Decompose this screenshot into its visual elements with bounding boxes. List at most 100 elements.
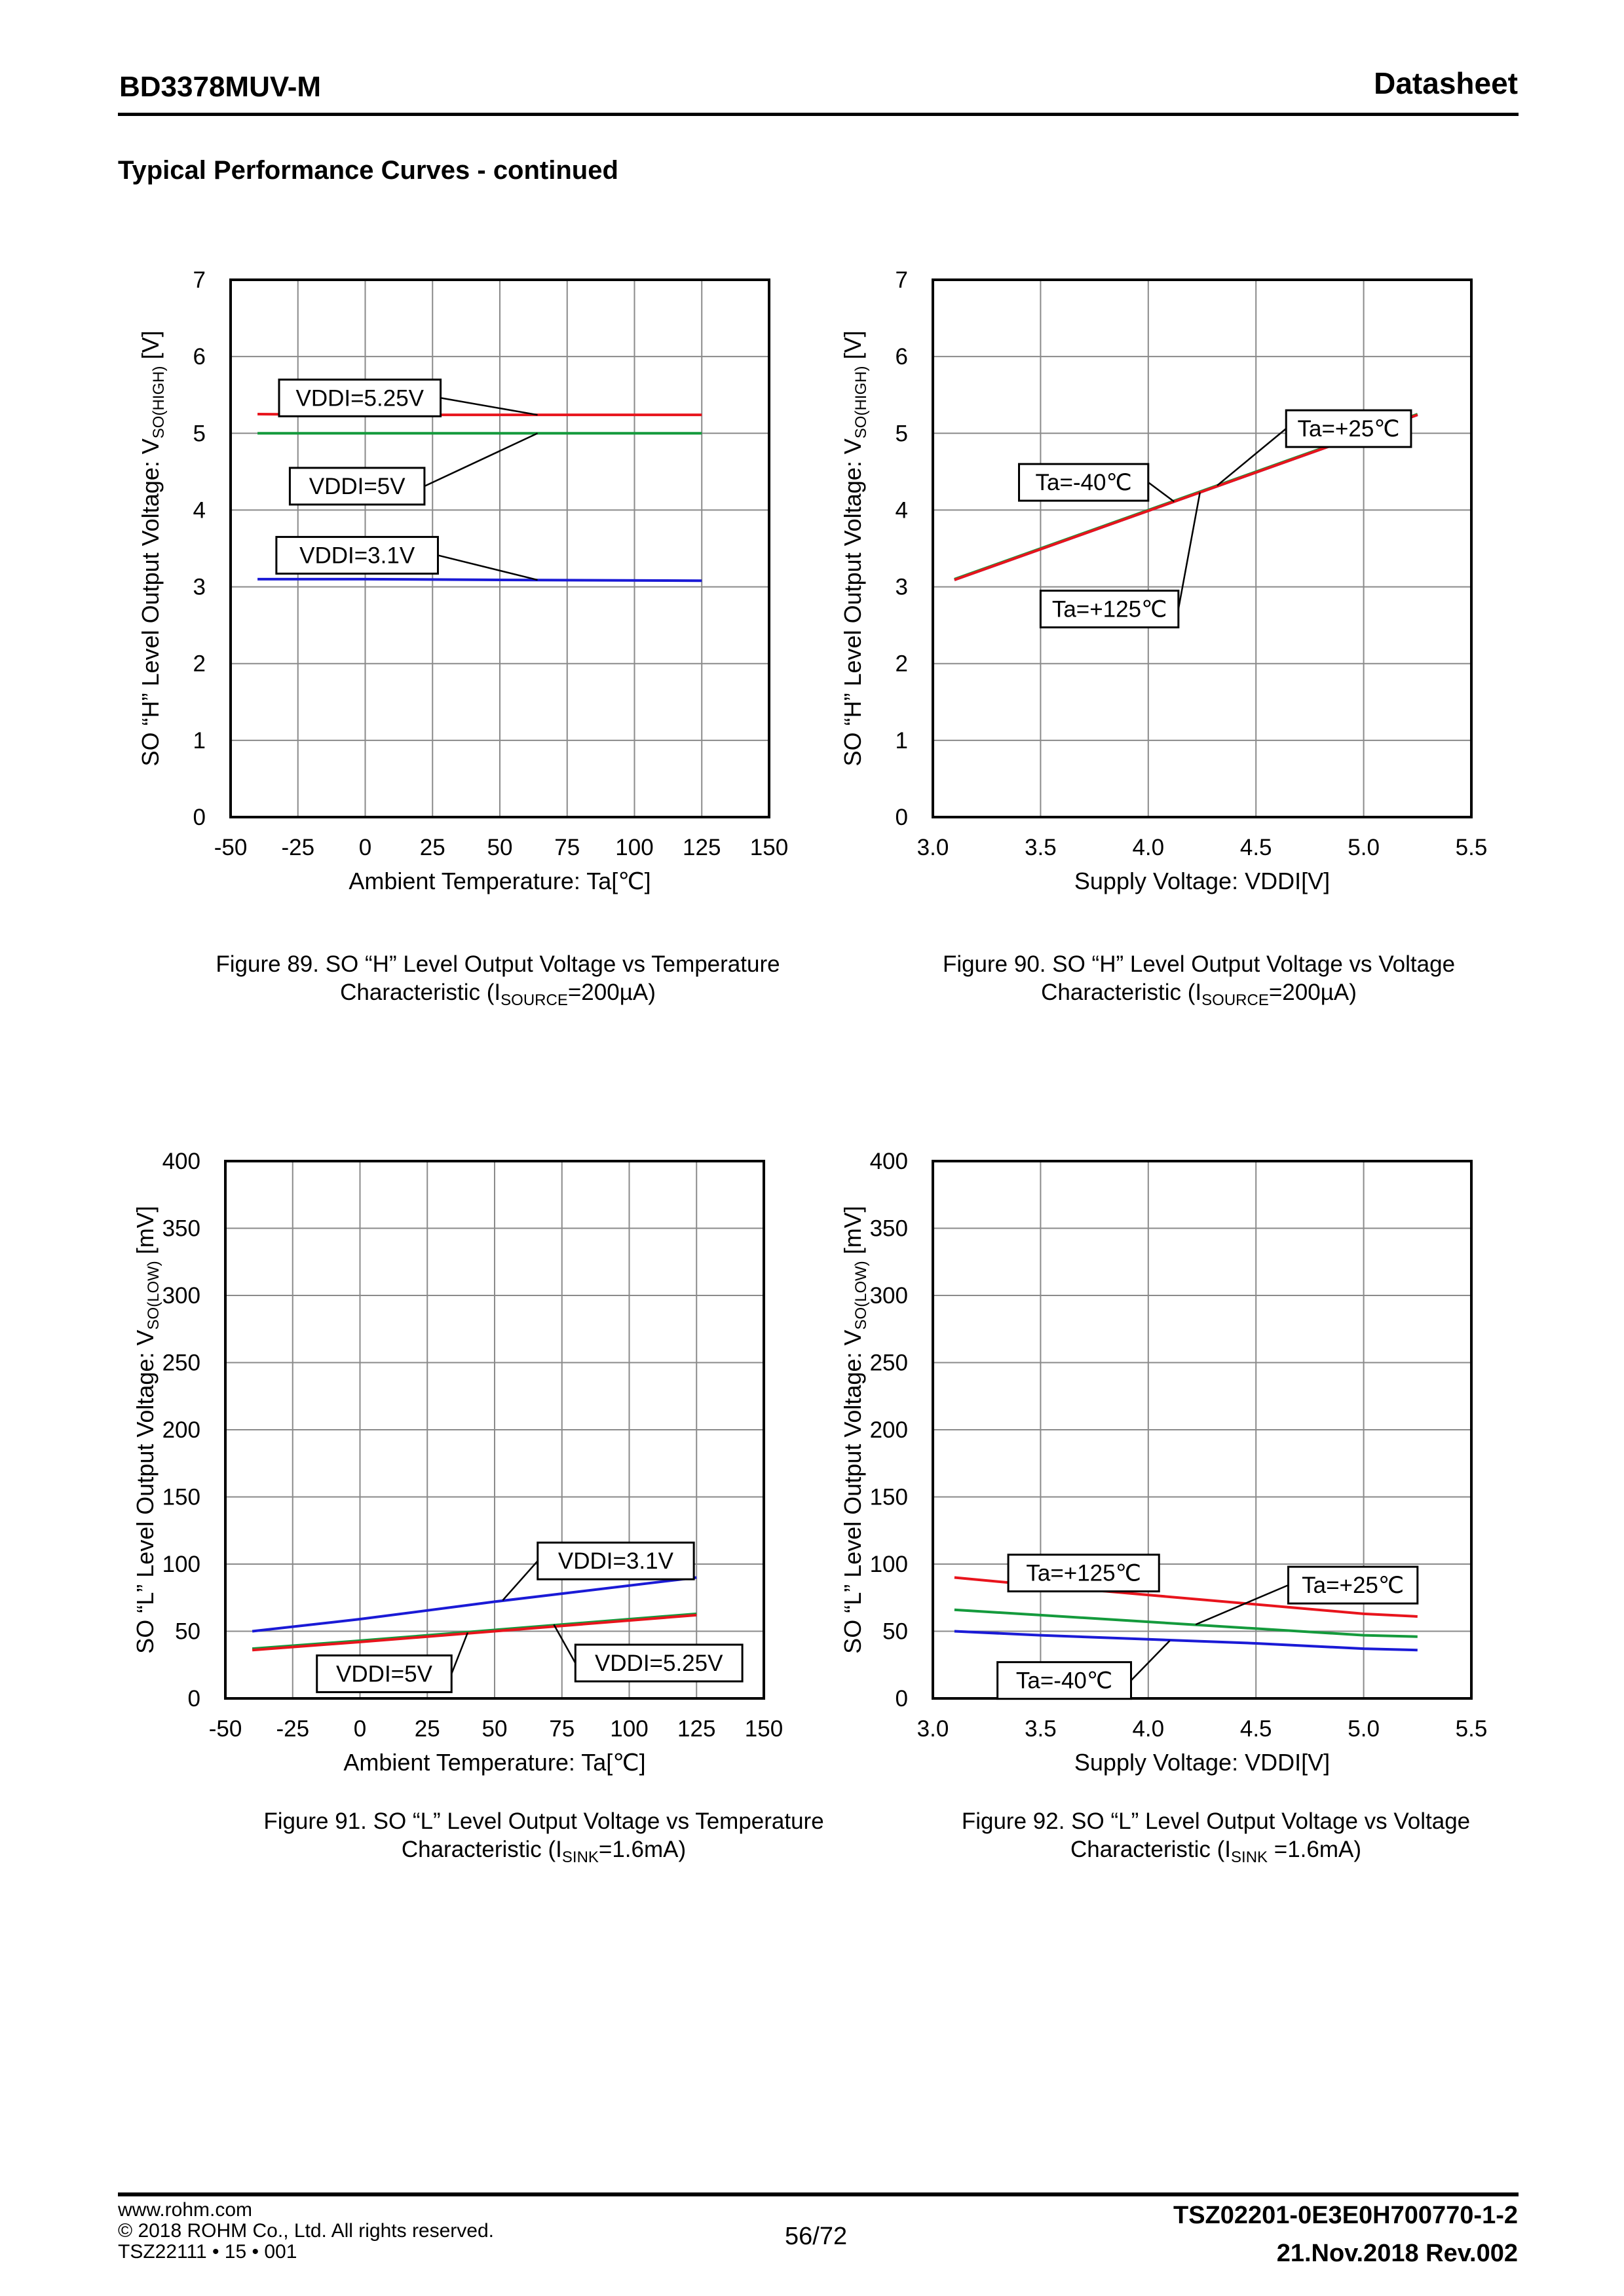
y-axis-title-sub: SO(LOW) <box>145 1261 162 1330</box>
x-tick-label: 100 <box>615 835 653 860</box>
x-axis-title: Ambient Temperature: Ta[℃] <box>343 1749 645 1776</box>
y-tick-label: 4 <box>193 497 206 523</box>
x-tick-label: 125 <box>683 835 721 860</box>
annotation-leader <box>451 1632 469 1674</box>
x-tick-label: 0 <box>359 835 371 860</box>
annotation-label: Ta=+25℃ <box>1302 1573 1404 1598</box>
y-tick-label: 1 <box>896 728 908 754</box>
annotation-box <box>1018 463 1150 502</box>
x-tick-label: -50 <box>214 835 248 860</box>
y-axis-title-unit: [mV] <box>132 1206 159 1261</box>
y-axis-title-unit: [V] <box>839 331 866 366</box>
annotation-leader <box>1217 428 1287 486</box>
header-rule <box>118 113 1519 116</box>
footer-form-code: TSZ22111 • 15 • 001 <box>118 2241 297 2263</box>
part-number: BD3378MUV-M <box>119 71 322 103</box>
figure-90-chart: 3.0 3.5 4.0 4.5 5.0 5.5 0 1 2 3 4 5 6 7 Supply Voltage… <box>839 267 1488 894</box>
y-tick-label: 300 <box>162 1283 200 1309</box>
x-tick-label: 3.0 <box>917 1716 949 1742</box>
series-line-vddi-3-1v <box>257 577 702 583</box>
x-tick-label: 4.0 <box>1132 1716 1164 1742</box>
y-tick-label: 6 <box>896 344 908 370</box>
y-tick-label: 2 <box>193 651 206 677</box>
annotation-label: Ta=+125℃ <box>1052 596 1167 622</box>
y-tick-label: 150 <box>162 1485 200 1510</box>
y-tick-label: 5 <box>193 421 206 446</box>
y-axis-title-main: SO “L” Level Output Voltage: V <box>839 1330 866 1654</box>
annotation-label: VDDI=3.1V <box>558 1548 674 1574</box>
annotation-box <box>278 378 442 417</box>
footer-rule <box>118 2192 1519 2196</box>
annotation-label: VDDI=5.25V <box>296 385 425 411</box>
annotation-box <box>275 535 439 575</box>
y-tick-label: 300 <box>870 1283 908 1309</box>
x-tick-label: 0 <box>354 1716 366 1742</box>
x-tick-label: 50 <box>487 835 513 860</box>
x-tick-label: 5.5 <box>1456 835 1488 860</box>
y-axis-title: SO “H” Level Output Voltage: VSO(HIGH) [… <box>137 331 168 767</box>
y-tick-label: 5 <box>896 421 908 446</box>
annotation-label: Ta=+25℃ <box>1298 416 1400 442</box>
x-tick-label: 5.0 <box>1348 835 1380 860</box>
y-tick-label: 350 <box>870 1216 908 1242</box>
x-tick-label: -50 <box>209 1716 242 1742</box>
series-line-ta-25- <box>954 1608 1418 1638</box>
y-tick-label: 0 <box>193 805 206 830</box>
y-axis-title-main: SO “L” Level Output Voltage: V <box>132 1330 159 1654</box>
annotation-leader <box>1148 482 1175 503</box>
y-tick-label: 4 <box>896 497 908 523</box>
y-tick-label: 100 <box>162 1552 200 1577</box>
y-axis-title-main: SO “H” Level Output Voltage: V <box>137 438 164 766</box>
annotation-label: VDDI=3.1V <box>299 543 415 568</box>
document-date-revision: 21.Nov.2018 Rev.002 <box>1276 2240 1518 2267</box>
annotation-label: Ta=+125℃ <box>1026 1561 1141 1586</box>
y-tick-label: 1 <box>193 728 206 754</box>
annotation-leader <box>440 397 538 416</box>
y-tick-label: 3 <box>896 575 908 600</box>
plot-frame <box>932 278 1473 818</box>
y-axis-title-sub: SO(HIGH) <box>852 366 870 439</box>
y-tick-label: 200 <box>162 1417 200 1443</box>
figure-90-title: Figure 90. SO “H” Level Output Voltage v… <box>942 951 1456 977</box>
footer-website: www.rohm.com <box>118 2199 253 2221</box>
y-axis-title: SO “L” Level Output Voltage: VSO(LOW) [m… <box>839 1206 870 1654</box>
annotation-box <box>1287 1565 1419 1605</box>
figure-90-caption: Figure 90. SO “H” Level Output Voltage v… <box>852 950 1546 1014</box>
y-tick-label: 7 <box>896 267 908 293</box>
figure-90-subtitle: Characteristic (ISOURCE=200µA) <box>1041 980 1357 1009</box>
y-tick-label: 2 <box>896 651 908 677</box>
figure-89-subtitle: Characteristic (ISOURCE=200µA) <box>340 980 656 1009</box>
x-tick-label: 150 <box>750 835 788 860</box>
plot-frame <box>932 1160 1473 1700</box>
x-tick-label: 4.0 <box>1132 835 1164 860</box>
section-title: Typical Performance Curves - continued <box>118 156 618 185</box>
annotation-leader <box>1195 1584 1289 1626</box>
y-tick-label: 3 <box>193 575 206 600</box>
y-tick-label: 400 <box>870 1149 908 1174</box>
x-axis-title: Supply Voltage: VDDI[V] <box>1074 868 1330 894</box>
y-tick-label: 400 <box>162 1149 200 1174</box>
y-tick-label: 50 <box>175 1619 200 1645</box>
y-axis-title-main: SO “H” Level Output Voltage: V <box>839 438 866 766</box>
figure-89-title: Figure 89. SO “H” Level Output Voltage v… <box>216 951 780 977</box>
x-axis-title: Supply Voltage: VDDI[V] <box>1074 1749 1330 1776</box>
x-tick-label: 4.5 <box>1240 835 1272 860</box>
y-tick-label: 0 <box>896 1686 908 1712</box>
annotation-label: Ta=-40℃ <box>1036 470 1132 495</box>
annotation-leader <box>424 432 538 488</box>
y-tick-label: 0 <box>896 805 908 830</box>
x-axis-title: Ambient Temperature: Ta[℃] <box>349 868 651 894</box>
annotation-leader <box>553 1624 576 1664</box>
x-tick-label: 5.5 <box>1456 1716 1488 1742</box>
annotation-box <box>288 467 426 506</box>
x-tick-label: 3.5 <box>1025 835 1057 860</box>
x-tick-label: -25 <box>276 1716 309 1742</box>
annotation-leader <box>502 1560 538 1601</box>
x-tick-label: 75 <box>554 835 580 860</box>
y-tick-label: 150 <box>870 1485 908 1510</box>
figure-89-chart: -50 -25 0 25 50 75 100 125 150 0 1 2 3 4 5 6 7 Ambient Te… <box>137 267 788 894</box>
annotation-label: VDDI=5.25V <box>595 1651 723 1676</box>
x-tick-label: 3.5 <box>1025 1716 1057 1742</box>
plot-frame <box>229 278 770 818</box>
y-tick-label: 6 <box>193 344 206 370</box>
